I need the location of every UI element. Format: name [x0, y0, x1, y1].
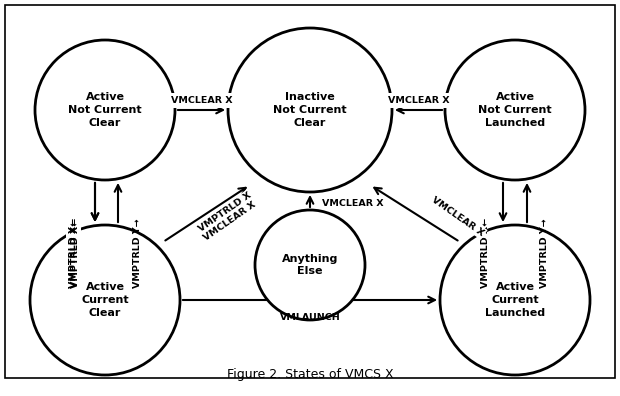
Text: VMCLEAR X: VMCLEAR X: [430, 195, 485, 238]
Circle shape: [445, 40, 585, 180]
Text: Active
Current
Launched: Active Current Launched: [485, 282, 545, 318]
Text: VMPTRLD X←: VMPTRLD X←: [69, 218, 78, 288]
Text: Figure 2. States of VMCS X: Figure 2. States of VMCS X: [227, 368, 393, 381]
Circle shape: [440, 225, 590, 375]
Text: Anything
Else: Anything Else: [282, 253, 338, 276]
Text: Active
Not Current
Clear: Active Not Current Clear: [68, 92, 142, 128]
Text: VMPTRLD X←: VMPTRLD X←: [481, 218, 490, 288]
Text: VMCLEAR X: VMCLEAR X: [170, 96, 232, 105]
Circle shape: [255, 210, 365, 320]
Text: Active
Not Current
Launched: Active Not Current Launched: [478, 92, 552, 128]
Text: VMLAUNCH: VMLAUNCH: [280, 314, 340, 322]
Circle shape: [30, 225, 180, 375]
Text: VMPTRLD Y→: VMPTRLD Y→: [133, 218, 142, 288]
Text: Active
Current
Clear: Active Current Clear: [81, 282, 129, 318]
Text: VMPTRLD X
VMCLEAR X: VMPTRLD X VMCLEAR X: [197, 191, 259, 242]
Circle shape: [228, 28, 392, 192]
Text: VMCLEAR X: VMCLEAR X: [322, 198, 384, 208]
Text: VMPTRLD Y→: VMPTRLD Y→: [540, 218, 549, 288]
Text: VMPTRLD X←: VMPTRLD X←: [71, 218, 80, 288]
Text: Inactive
Not Current
Clear: Inactive Not Current Clear: [273, 92, 347, 128]
Text: VMCLEAR X: VMCLEAR X: [388, 96, 450, 105]
Circle shape: [35, 40, 175, 180]
